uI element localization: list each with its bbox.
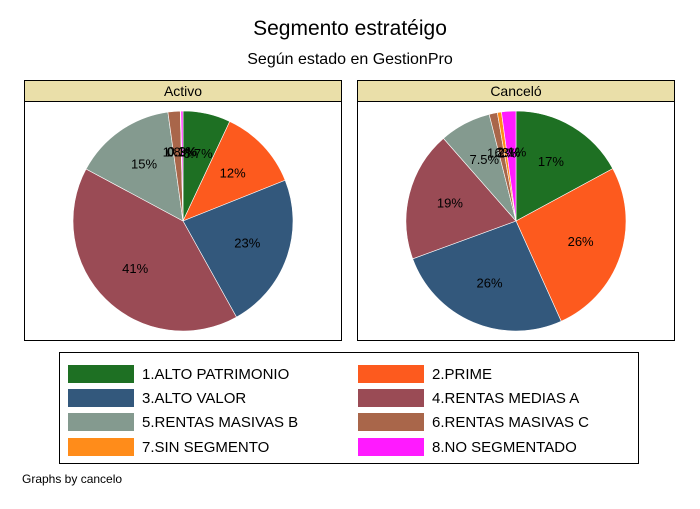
pie-panel-cancelo: Canceló 17% 26% 26% 19% 7.5% 1.2% .63% 2.1% (357, 80, 675, 341)
panel-header-cancelo: Canceló (358, 81, 674, 102)
slice-label: 1.2% (487, 146, 517, 161)
legend-label: 6.RENTAS MASIVAS C (432, 413, 589, 431)
legend-label: 1.ALTO PATRIMONIO (142, 365, 290, 383)
slice-label: 0.1% (167, 144, 197, 159)
pie-slice (182, 179, 294, 318)
legend-label: 8.NO SEGMENTADO (432, 438, 577, 456)
slice-label: 19% (437, 196, 463, 211)
panel-header-activo: Activo (25, 81, 341, 102)
legend-swatch (68, 365, 134, 383)
legend-item: 1.ALTO PATRIMONIO (68, 363, 289, 385)
pie-slice (515, 110, 614, 222)
pie-slice (72, 168, 237, 332)
slice-label: 1.8% (163, 144, 193, 159)
pie-slice (182, 121, 286, 222)
legend-label: 4.RENTAS MEDIAS A (432, 389, 580, 407)
legend-swatch (68, 438, 134, 456)
legend-item: 7.SIN SEGMENTO (68, 436, 269, 458)
legend-item: 4.RENTAS MEDIAS A (358, 387, 579, 409)
slice-label: 6.7% (183, 146, 213, 161)
legend-item: 3.ALTO VALOR (68, 387, 246, 409)
slice-label: 12% (220, 166, 246, 181)
legend-item: 5.RENTAS MASIVAS B (68, 411, 298, 433)
legend: 1.ALTO PATRIMONIO 2.PRIME 3.ALTO VALOR 4… (59, 352, 639, 464)
pie-chart-cancelo: 17% 26% 26% 19% 7.5%1.2%.63%2.1% (405, 110, 627, 332)
graphs-by-note: Graphs by cancelo (22, 472, 123, 486)
pie-slice (412, 220, 562, 332)
legend-item: 6.RENTAS MASIVAS C (358, 411, 589, 433)
slice-label: 26% (568, 234, 594, 249)
chart-subtitle: Según estado en GestionPro (247, 51, 453, 68)
chart-title: Segmento estratéigo (253, 17, 447, 40)
slice-label: 23% (234, 235, 260, 250)
legend-swatch (358, 389, 424, 407)
legend-label: 3.ALTO VALOR (142, 389, 247, 407)
legend-swatch (358, 438, 424, 456)
legend-label: 7.SIN SEGMENTO (142, 438, 270, 456)
legend-item: 8.NO SEGMENTADO (358, 436, 577, 458)
legend-label: 2.PRIME (432, 365, 493, 383)
slice-label: 17% (538, 154, 564, 169)
slice-label: 41% (122, 261, 148, 276)
legend-item: 2.PRIME (358, 363, 492, 385)
pie-slice (405, 137, 517, 260)
legend-swatch (358, 413, 424, 431)
slice-label: 26% (477, 275, 503, 290)
slice-label: 7.5% (469, 152, 499, 167)
pie-slice (180, 110, 184, 222)
pie-slice (501, 110, 517, 222)
slice-label: .63% (491, 145, 521, 160)
slice-label: 2.1% (497, 144, 527, 159)
pie-slice (515, 168, 627, 322)
slice-label: 15% (131, 156, 157, 171)
slice-label: 0.3% (168, 144, 198, 159)
legend-swatch (68, 413, 134, 431)
legend-label: 5.RENTAS MASIVAS B (142, 413, 299, 431)
pie-panel-activo: Activo 6.7% 12% 23% 41% 15% 1.8% 0.1% 0.3% (24, 80, 342, 341)
legend-swatch (68, 389, 134, 407)
pie-slice (85, 111, 184, 222)
pie-chart-activo: 6.7% 12% 23% 41% 15% 1.8%0.1%0.3% (72, 110, 294, 332)
legend-swatch (358, 365, 424, 383)
